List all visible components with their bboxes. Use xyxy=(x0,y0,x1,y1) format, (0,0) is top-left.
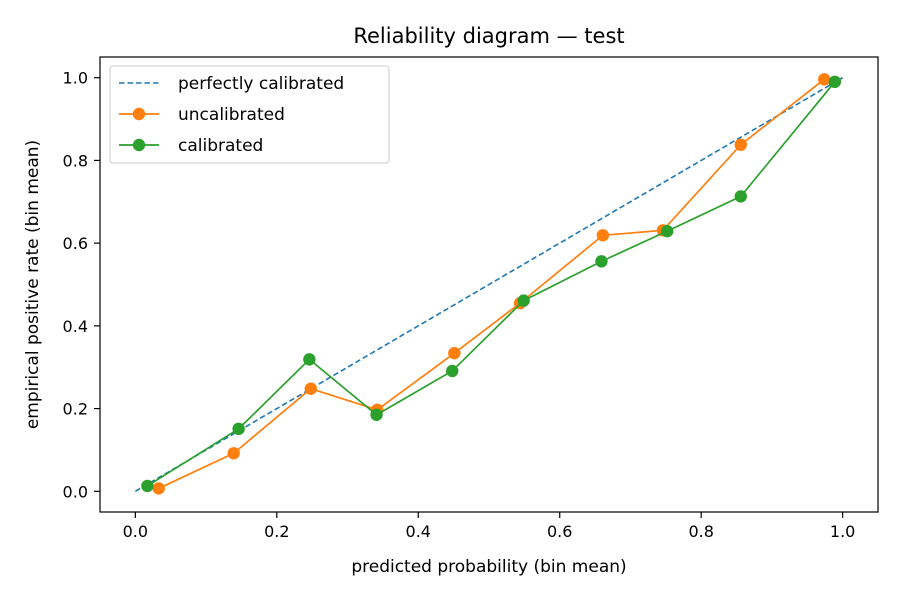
data-point-uncalibrated xyxy=(304,382,317,395)
y-tick-label: 0.0 xyxy=(63,482,88,501)
y-axis-label: empirical positive rate (bin mean) xyxy=(23,140,43,429)
y-tick-label: 0.2 xyxy=(63,400,88,419)
series-line-calibrated xyxy=(146,81,836,487)
x-tick-label: 1.0 xyxy=(830,522,855,541)
data-point-calibrated xyxy=(828,75,842,89)
data-point-calibrated xyxy=(734,190,747,203)
x-tick-label: 0.4 xyxy=(406,522,431,541)
y-tick-label: 0.8 xyxy=(63,151,88,170)
legend-label: uncalibrated xyxy=(178,105,285,125)
data-point-calibrated xyxy=(595,255,608,268)
legend-marker-calibrated xyxy=(132,138,146,152)
x-tick-label: 0.8 xyxy=(688,522,713,541)
legend-marker-uncalibrated xyxy=(132,107,146,121)
x-tick-label: 0.0 xyxy=(123,522,148,541)
y-tick-label: 0.6 xyxy=(63,234,88,253)
data-point-calibrated xyxy=(303,353,316,366)
legend-box xyxy=(109,65,390,164)
data-point-calibrated xyxy=(446,364,459,378)
series-line-perfectly-calibrated xyxy=(134,76,844,493)
data-point-calibrated xyxy=(232,422,245,436)
legend-label: perfectly calibrated xyxy=(178,74,344,94)
x-axis: 0.0 0.2 0.4 0.6 0.8 1.0 xyxy=(123,512,855,541)
legend-label: calibrated xyxy=(178,136,263,156)
data-point-uncalibrated xyxy=(227,447,240,460)
x-axis-label: predicted probability (bin mean) xyxy=(351,557,626,577)
x-tick-label: 0.6 xyxy=(547,522,572,541)
series-line-uncalibrated xyxy=(158,78,825,490)
data-point-uncalibrated xyxy=(818,73,831,86)
plot-frame xyxy=(99,56,879,513)
data-point-calibrated xyxy=(661,224,674,238)
plot-area xyxy=(134,73,844,495)
y-axis: 0.0 0.2 0.4 0.6 0.8 1.0 xyxy=(63,69,100,501)
y-tick-label: 1.0 xyxy=(63,69,88,88)
data-point-calibrated xyxy=(370,408,383,421)
data-point-uncalibrated xyxy=(734,138,747,151)
y-tick-label: 0.4 xyxy=(63,317,88,336)
data-point-calibrated xyxy=(517,294,530,307)
chart-title: Reliability diagram — test xyxy=(353,24,624,48)
legend: perfectly calibrated uncalibrated calibrat… xyxy=(109,65,390,164)
data-point-calibrated xyxy=(141,479,154,493)
data-point-uncalibrated xyxy=(596,229,610,242)
x-tick-label: 0.2 xyxy=(264,522,289,541)
data-point-uncalibrated xyxy=(152,482,165,495)
data-point-uncalibrated xyxy=(448,346,461,360)
